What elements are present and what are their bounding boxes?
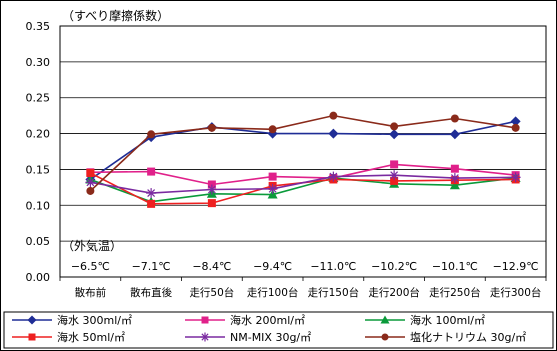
x-tick-label: 走行50台 [189,286,234,299]
legend-item: 海水 200ml/㎡ [185,313,305,327]
x-tick-label: 散布直後 [130,286,172,299]
data-point [86,169,95,178]
legend-label: NM-MIX 30g/㎡ [230,331,311,344]
data-point [511,123,520,132]
x-tick-label: 走行150台 [308,286,360,299]
x-tick-label: 走行200台 [368,286,420,299]
data-point [510,116,521,127]
y-axis-title: （すべり摩擦係数） [62,8,169,23]
data-point [510,172,521,183]
data-point [449,173,460,184]
legend-box [3,311,554,349]
legend-item: 塩化ナトリウム 30g/㎡ [365,330,526,344]
temperature-labels: −6.5℃ −7.1℃ −8.4℃ −9.4℃ −11.0℃ −10.2℃ −10.1℃ −1… [71,260,539,273]
temperature-label: −10.1℃ [432,260,478,273]
data-point [449,129,460,140]
y-tick-label: 0.20 [26,128,51,141]
series-line [90,163,516,186]
y-tick-labels: 0.00 0.05 0.10 0.15 0.20 0.25 0.30 0.35 [26,20,51,284]
temperature-label: −6.5℃ [71,260,110,273]
series [86,111,520,195]
data-point [200,332,210,342]
temperature-label: −9.4℃ [253,260,292,273]
data-point [390,160,399,169]
x-tick-label: 走行100台 [247,286,299,299]
data-point [380,315,390,324]
temperature-label: −12.9℃ [493,260,539,273]
legend-label: 海水 300ml/㎡ [57,313,132,327]
y-tick-label: 0.15 [26,163,51,176]
data-point [450,164,459,173]
data-point [390,176,399,185]
data-point [147,130,156,139]
temperature-label: −8.4℃ [192,260,231,273]
data-point [86,186,95,195]
x-tick-label: 散布前 [75,286,107,299]
data-point [328,128,339,139]
series-line [89,114,516,192]
x-tick-label: 走行300台 [490,286,542,299]
temperature-title: （外気温） [62,238,122,253]
data-point [329,111,338,120]
legend-label: 海水 100ml/㎡ [410,313,485,327]
series-line [90,177,516,203]
y-tick-label: 0.00 [26,271,51,284]
temperature-label: −11.0℃ [310,260,356,273]
data-point [381,333,389,341]
legend-label: 海水 50ml/㎡ [57,330,125,344]
data-point [147,167,156,176]
legend-item: 海水 100ml/㎡ [365,313,485,327]
legend-label: 塩化ナトリウム 30g/㎡ [410,330,526,344]
data-point [267,189,278,199]
legend-item: NM-MIX 30g/㎡ [185,331,311,344]
x-tick-label: 走行250台 [429,286,481,299]
data-point [390,122,399,131]
data-point [207,180,216,189]
series-line [89,120,516,181]
temperature-label: −10.2℃ [371,260,417,273]
x-tick-labels: 散布前 散布直後 走行50台 走行100台 走行150台 走行200台 走行250台 走行30… [75,286,542,299]
data-point [268,125,277,134]
data-point [450,114,459,123]
series-line [90,174,516,194]
data-point [389,129,400,140]
y-tick-label: 0.10 [26,199,51,212]
y-tick-label: 0.25 [26,92,51,105]
data-point [147,199,156,208]
series-group [85,111,521,208]
series [85,170,521,199]
legend-item: 海水 300ml/㎡ [12,313,132,327]
data-point [28,333,36,341]
gridlines [59,61,547,281]
legend-label: 海水 200ml/㎡ [230,313,305,327]
data-point [207,123,216,132]
data-point [201,316,209,324]
data-point [207,199,216,208]
data-point [328,171,339,182]
plot-area [59,25,547,278]
y-tick-label: 0.05 [26,235,51,248]
data-point [27,315,37,325]
temperature-label: −7.1℃ [132,260,171,273]
data-point [449,180,460,190]
data-point [206,184,217,195]
y-tick-label: 0.30 [26,56,51,69]
data-point [267,183,278,194]
y-tick-label: 0.35 [26,20,51,33]
data-point [146,188,157,199]
data-point [389,170,400,181]
data-point [85,177,96,188]
data-point [268,172,277,181]
legend-item: 海水 50ml/㎡ [12,330,125,344]
